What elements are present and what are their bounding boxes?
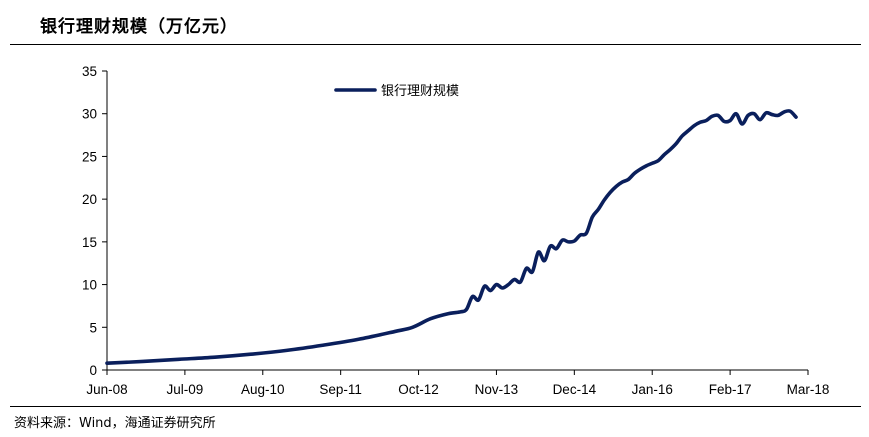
- source-note: 资料来源：Wind，海通证券研究所: [14, 416, 216, 431]
- x-tick-label: Feb-17: [709, 382, 752, 397]
- bottom-rule: [10, 406, 861, 407]
- y-tick-label: 15: [82, 235, 97, 250]
- x-tick-label: Dec-14: [553, 382, 597, 397]
- y-tick-label: 5: [89, 320, 97, 335]
- x-tick-label: Sep-11: [319, 382, 362, 397]
- x-tick-label: Oct-12: [398, 382, 439, 397]
- x-tick-label: Jan-16: [632, 382, 673, 397]
- y-tick-label: 30: [82, 107, 97, 122]
- top-rule: [10, 44, 861, 45]
- x-tick-label: Mar-18: [787, 382, 830, 397]
- y-tick-label: 25: [82, 149, 97, 164]
- y-tick-label: 0: [89, 363, 97, 378]
- series-line: [105, 109, 798, 365]
- y-tick-label: 10: [82, 278, 97, 293]
- chart-title: 银行理财规模（万亿元）: [40, 17, 238, 37]
- x-tick-label: Jul-09: [166, 382, 203, 397]
- x-tick-label: Nov-13: [475, 382, 519, 397]
- x-tick-label: Jun-08: [86, 382, 127, 397]
- y-tick-label: 20: [82, 192, 97, 207]
- y-tick-label: 35: [82, 64, 97, 79]
- legend-label: 银行理财规模: [381, 84, 459, 99]
- x-tick-label: Aug-10: [241, 382, 285, 397]
- line-chart: 0 5 10 15 20 25 30 35 Jun-08 Jul-09 Aug-10 Sep-11 Oc…: [82, 64, 830, 397]
